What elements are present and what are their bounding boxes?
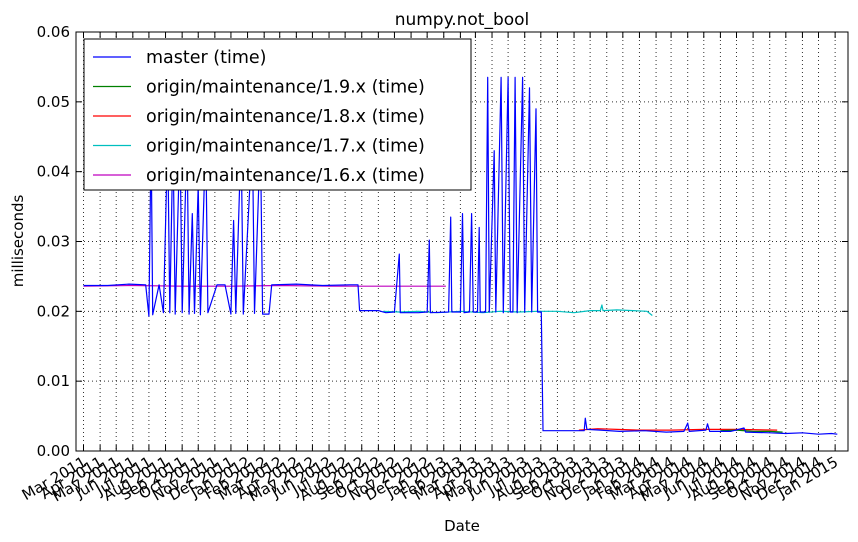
y-tick-label: 0.00: [37, 442, 70, 460]
y-tick-label: 0.06: [37, 23, 70, 41]
y-axis-label: milliseconds: [9, 195, 27, 288]
series-line-4: [83, 284, 446, 287]
legend-label: origin/maintenance/1.8.x (time): [146, 107, 425, 127]
y-tick-labels: 0.00 0.01 0.02 0.03 0.04 0.05 0.06: [37, 23, 70, 460]
y-tick-label: 0.02: [37, 302, 70, 320]
y-tick-label: 0.03: [37, 233, 70, 251]
x-axis-label: Date: [444, 517, 480, 535]
legend-label: origin/maintenance/1.6.x (time): [146, 166, 425, 186]
legend-label: origin/maintenance/1.7.x (time): [146, 137, 425, 157]
series-line-1: [720, 429, 783, 433]
series-line-0: [83, 76, 838, 435]
legend-box: [83, 38, 472, 191]
series-layer: [83, 76, 838, 435]
ticks: [76, 31, 848, 452]
chart-title: numpy.not_bool: [395, 10, 530, 30]
y-tick-label: 0.05: [37, 93, 70, 111]
y-tick-label: 0.01: [37, 372, 70, 390]
legend: master (time) origin/maintenance/1.9.x (t…: [83, 38, 472, 191]
series-line-2: [578, 428, 778, 431]
legend-label: master (time): [146, 48, 266, 68]
y-tick-label: 0.04: [37, 163, 70, 181]
legend-label: origin/maintenance/1.9.x (time): [146, 78, 425, 98]
